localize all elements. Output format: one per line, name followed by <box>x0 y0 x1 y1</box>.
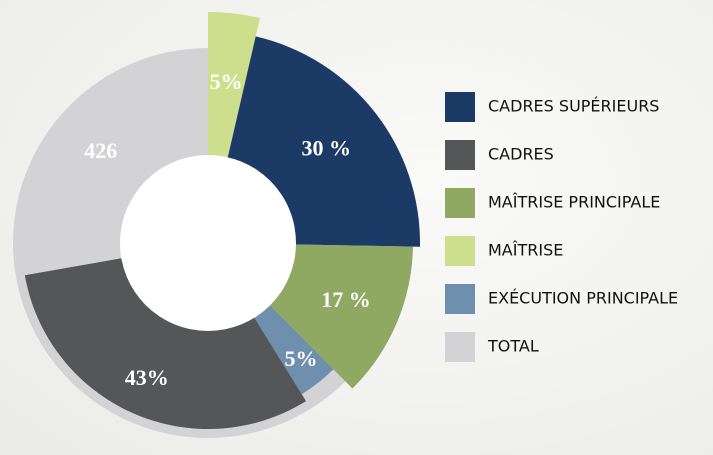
legend-swatch <box>445 188 475 218</box>
value-label: 43% <box>125 365 169 390</box>
legend-swatch <box>445 236 475 266</box>
total-label: 426 <box>84 138 117 163</box>
legend-label: TOTAL <box>487 337 539 356</box>
legend-swatch <box>445 92 475 122</box>
legend-label: EXÉCUTION PRINCIPALE <box>488 289 678 308</box>
value-label: 17 % <box>321 287 371 312</box>
value-label: 5% <box>284 346 317 371</box>
legend-swatch <box>445 284 475 314</box>
legend-swatch <box>445 140 475 170</box>
legend-label: CADRES <box>488 145 554 164</box>
legend-label: MAÎTRISE <box>488 241 563 260</box>
legend-label: CADRES SUPÉRIEURS <box>488 97 659 116</box>
value-label: 5% <box>210 69 243 94</box>
donut-hole <box>120 155 296 331</box>
legend-label: MAÎTRISE PRINCIPALE <box>488 193 660 212</box>
legend-swatch <box>445 332 475 362</box>
value-label: 30 % <box>301 136 351 161</box>
